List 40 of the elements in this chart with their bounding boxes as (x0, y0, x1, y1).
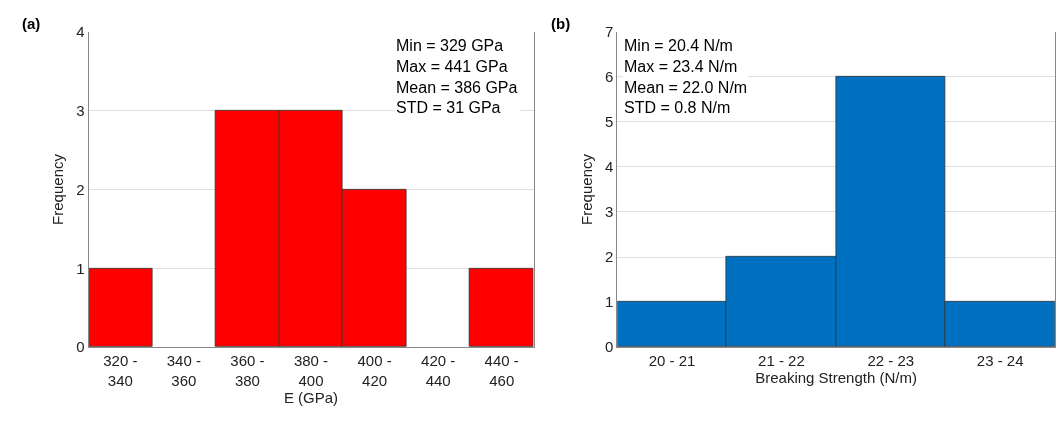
annotation: Mean = 386 GPa (396, 78, 518, 96)
y-tick-label: 0 (76, 338, 85, 356)
x-axis-title: Breaking Strength (N/m) (755, 369, 917, 387)
x-axis-title: E (GPa) (283, 388, 339, 406)
y-tick-label: 1 (604, 293, 614, 311)
bar (88, 267, 153, 347)
annotation: Min = 20.4 N/m (624, 37, 733, 54)
y-tick-label: 2 (604, 248, 614, 266)
x-tick-label: 340 - 360 (166, 352, 201, 389)
y-tick-label: 4 (604, 158, 614, 176)
annotation: Mean = 22.0 N/m (624, 78, 748, 96)
x-tick-label: 23 - 24 (976, 352, 1024, 370)
text: (b) (551, 15, 571, 32)
y-tick-label: 6 (604, 68, 614, 86)
y-tick-label: 3 (76, 101, 85, 119)
y-axis-title: Frequency (578, 153, 596, 225)
x-tick-label: 20 - 21 (648, 352, 696, 370)
y-tick-label: 4 (76, 23, 85, 40)
annotation: Min = 329 GPa (396, 37, 504, 54)
x-tick-label: 400 - 420 (357, 352, 392, 389)
y-tick-label: 1 (76, 259, 85, 277)
annotation: Max = 441 GPa (396, 57, 508, 75)
y-tick-label: 3 (604, 203, 614, 221)
x-tick-label: 21 - 22 (758, 352, 805, 370)
text: (a) (22, 15, 41, 32)
annotation: Max = 23.4 N/m (624, 57, 738, 75)
x-tick-label: 22 - 23 (867, 352, 915, 370)
annotation: STD = 0.8 N/m (624, 99, 731, 117)
y-tick-label: 0 (604, 338, 614, 356)
y-tick-label: 2 (76, 180, 85, 198)
bar (468, 267, 534, 347)
y-tick-label: 5 (604, 113, 614, 131)
y-axis-title: Frequency (49, 153, 67, 225)
x-tick-label: 320 - 340 (103, 352, 138, 389)
y-tick-label: 7 (604, 23, 614, 40)
x-tick-label: 360 - 380 (230, 352, 265, 389)
annotation: STD = 31 GPa (396, 99, 501, 117)
x-tick-label: 420 - 440 (421, 352, 456, 389)
x-tick-label: 380 - 400 (293, 352, 329, 389)
x-tick-label: 440 - 460 (484, 352, 519, 389)
